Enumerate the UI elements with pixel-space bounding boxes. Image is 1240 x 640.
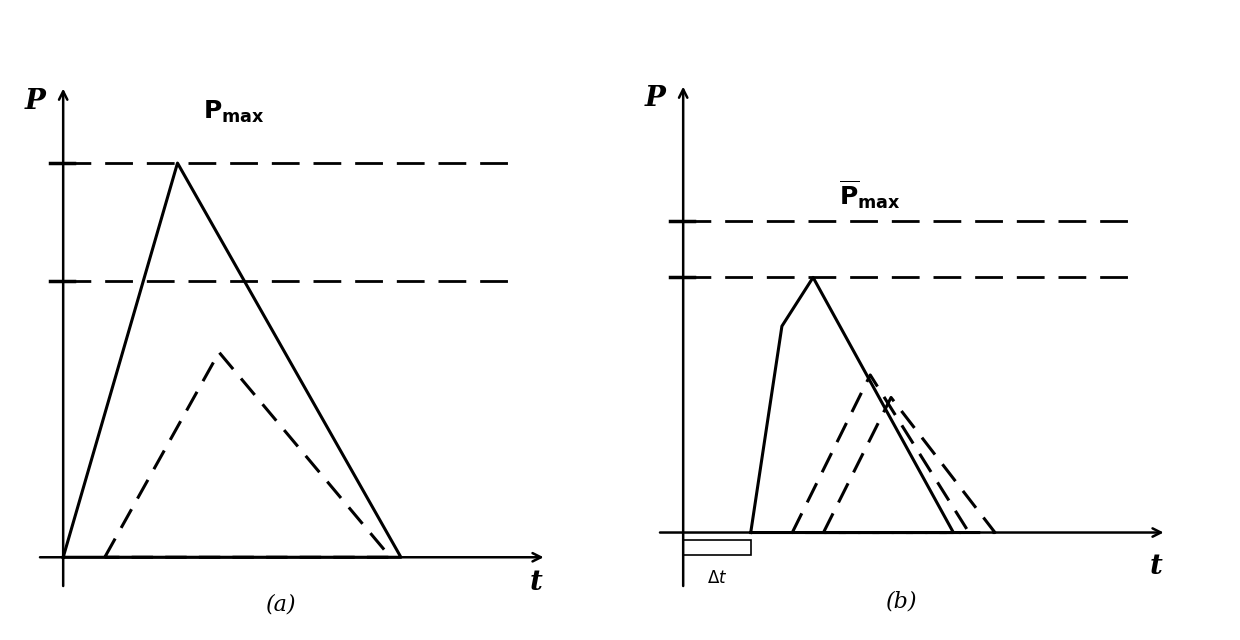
- Text: $\mathbf{P_{max}}$: $\mathbf{P_{max}}$: [203, 99, 265, 125]
- Text: $\mathbf{\overline{P}_{max}}$: $\mathbf{\overline{P}_{max}}$: [839, 179, 900, 211]
- Text: (a): (a): [267, 593, 296, 616]
- Text: (b): (b): [885, 591, 918, 613]
- Text: P: P: [24, 88, 45, 115]
- Text: t: t: [1149, 553, 1162, 580]
- Text: t: t: [529, 570, 542, 596]
- Text: P: P: [644, 85, 665, 112]
- Bar: [683, 540, 750, 555]
- Text: $\Delta t$: $\Delta t$: [707, 570, 727, 587]
